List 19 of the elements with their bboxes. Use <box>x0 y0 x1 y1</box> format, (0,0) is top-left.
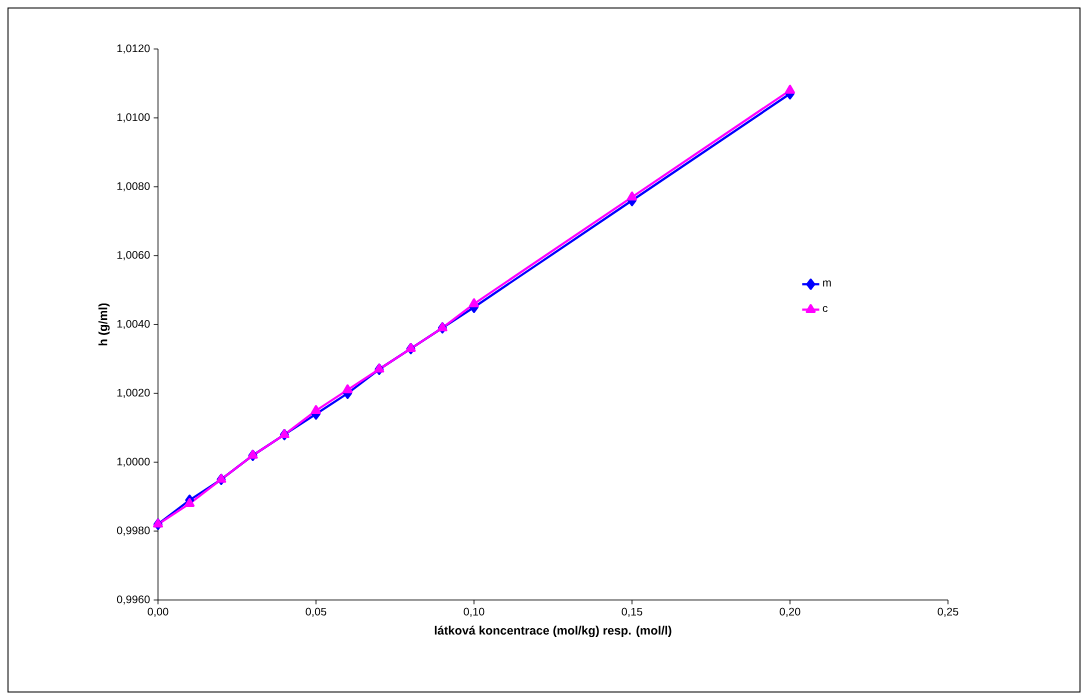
y-tick-label: 1,0100 <box>117 113 150 123</box>
y-tick-label: 1,0120 <box>117 44 150 54</box>
x-tick-label: 0,15 <box>621 607 643 617</box>
legend-label: c <box>822 305 828 312</box>
x-axis-title: látková koncentrace (mol/kg) resp. (mol/l) <box>434 625 672 638</box>
x-tick-label: 0,00 <box>147 607 169 617</box>
y-tick-label: 1,0060 <box>117 251 150 261</box>
y-tick-label: 1,0080 <box>117 182 150 192</box>
x-tick-label: 0,10 <box>463 607 485 617</box>
x-tick-label: 0,25 <box>937 607 959 617</box>
x-tick-label: 0,20 <box>779 607 801 617</box>
y-tick-label: 0,9980 <box>116 526 150 536</box>
y-tick-label: 1,0020 <box>117 388 150 398</box>
y-tick-label: 1,0000 <box>117 457 150 467</box>
y-axis-title: h (g/ml) <box>98 303 110 346</box>
y-tick-label: 1,0040 <box>117 319 150 330</box>
legend-label: m <box>823 280 831 287</box>
x-tick-label: 0,05 <box>305 607 327 617</box>
y-tick-label: 0,9960 <box>116 595 150 605</box>
